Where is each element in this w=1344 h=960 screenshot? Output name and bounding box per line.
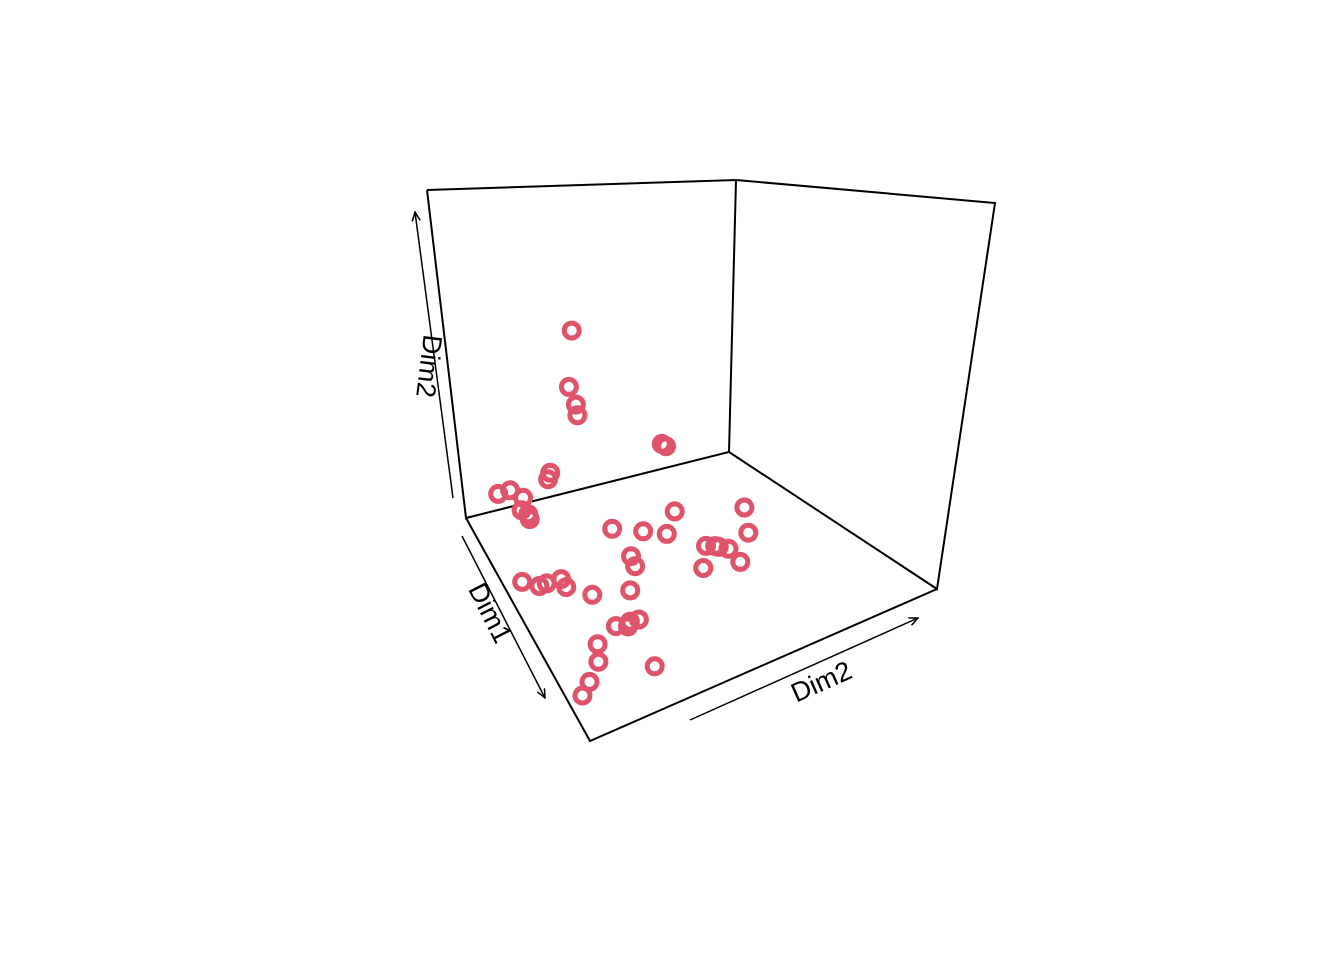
data-point-6: [651, 433, 672, 454]
data-point-8: [540, 462, 561, 483]
data-point-40: [644, 656, 665, 677]
data-point-11: [693, 558, 714, 578]
data-points: [488, 320, 759, 706]
data-point-36: [618, 616, 638, 637]
x-axis-title: Dim1: [462, 578, 517, 648]
data-point-26: [664, 501, 685, 522]
data-point-29: [536, 573, 557, 594]
data-point-21: [705, 536, 726, 557]
data-point-30: [656, 523, 677, 544]
x-axis-arrow: [461, 535, 545, 698]
data-point-13: [633, 521, 654, 542]
z-axis-arrow: [415, 212, 454, 499]
data-point-42: [518, 504, 539, 525]
data-point-22: [696, 535, 716, 556]
back-wall-left: [426, 178, 738, 520]
data-point-1: [561, 320, 582, 341]
data-point-33: [620, 580, 641, 601]
data-point-31: [625, 556, 646, 577]
z-axis-title: Dim2: [410, 333, 447, 399]
data-point-14: [582, 584, 603, 605]
data-point-15: [602, 518, 623, 539]
data-point-10: [556, 577, 577, 598]
data-point-28: [512, 571, 533, 592]
data-point-18: [730, 551, 751, 572]
data-point-32: [621, 546, 641, 567]
data-point-12: [588, 651, 609, 672]
back-wall-right: [728, 179, 997, 591]
data-point-2: [558, 376, 579, 397]
data-point-3: [565, 394, 586, 415]
floor-edges: [465, 517, 938, 743]
data-point-16: [734, 497, 755, 518]
axes: Dim1 Dim2 Dim2: [410, 212, 918, 721]
data-point-41: [587, 634, 608, 655]
data-point-17: [738, 522, 759, 543]
data-point-4: [567, 405, 588, 426]
plot-box: [426, 178, 997, 743]
y-axis-title: Dim2: [786, 655, 856, 708]
y-axis-arrow: [689, 618, 918, 721]
data-point-39: [572, 685, 593, 706]
data-point-44: [488, 483, 509, 504]
data-point-43: [513, 487, 534, 508]
data-point-37: [605, 616, 626, 637]
